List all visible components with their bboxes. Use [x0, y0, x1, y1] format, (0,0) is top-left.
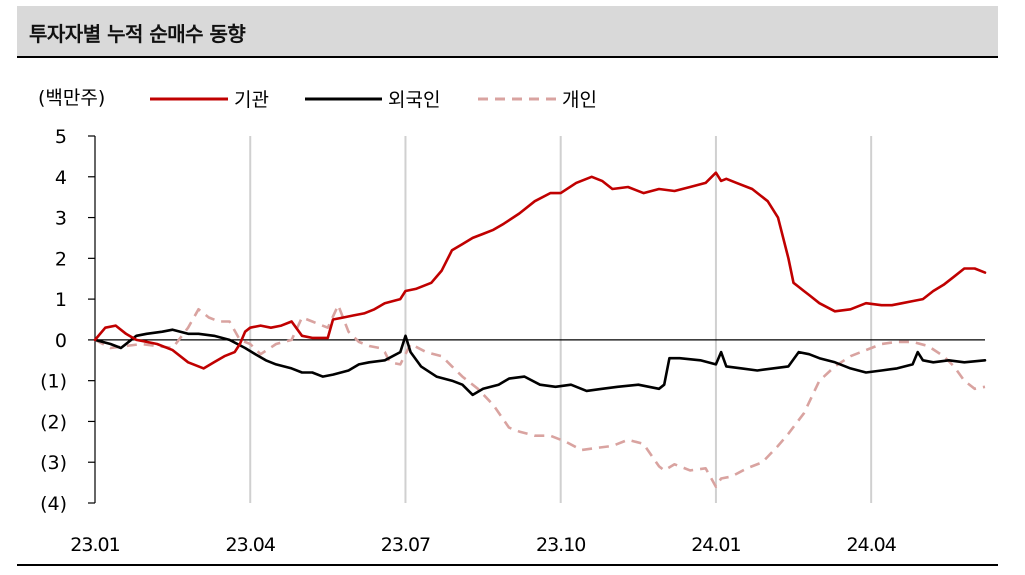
legend-label-외국인: 외국인: [388, 89, 440, 111]
x-tick-label-24.01: 24.01: [691, 534, 740, 556]
y-tick-label: (2): [40, 411, 67, 433]
y-tick-label: 4: [55, 167, 67, 189]
x-tick-label-24.04: 24.04: [846, 534, 896, 556]
chart-title: 투자자별 누적 순매수 동향: [29, 22, 246, 46]
bottom-rule: [17, 564, 998, 566]
y-tick-label: 2: [55, 248, 67, 270]
y-tick-label: (3): [40, 452, 67, 474]
y-tick-label: (4): [40, 493, 67, 515]
grid-layer: [249, 136, 873, 503]
y-tick-label: 0: [55, 330, 67, 352]
y-tick-label: 3: [55, 208, 67, 230]
x-tick-label-23.04: 23.04: [226, 534, 276, 556]
x-tick-label-23.07: 23.07: [381, 534, 430, 556]
y-tick-label: 5: [55, 126, 67, 148]
axis-layer: 5 4 3 2 1 0 (1) (2) (3) (4)23.01 23.04 23.07 23.10 24…: [40, 126, 985, 556]
series-line-기관: [93, 171, 987, 370]
y-tick-label: (1): [40, 371, 67, 393]
y-tick-label: 1: [55, 289, 67, 311]
legend-label-기관: 기관: [234, 89, 269, 111]
series-line-외국인: [93, 328, 987, 397]
x-tick-label-23.01: 23.01: [70, 534, 119, 556]
chart-header: 투자자별 누적 순매수 동향: [17, 6, 998, 58]
x-tick-label-23.10: 23.10: [536, 534, 585, 556]
legend: (백만주) 기관 외국인 개인: [38, 87, 597, 111]
series-line-개인: [94, 303, 986, 489]
unit-label: (백만주): [38, 87, 105, 109]
series-layer: [93, 171, 987, 489]
legend-label-개인: 개인: [562, 89, 597, 111]
